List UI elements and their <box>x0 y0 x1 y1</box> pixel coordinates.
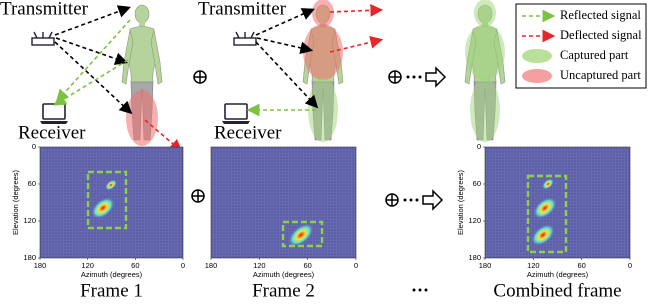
ellipsis <box>407 76 422 79</box>
frame-caption: Combined frame <box>493 280 621 301</box>
ellipsis <box>413 289 428 292</box>
captured-part <box>465 24 505 80</box>
uncaptured-part <box>312 0 334 27</box>
heatmap <box>211 147 356 258</box>
y-tick-label: 60 <box>28 179 36 188</box>
x-axis-label: Azimuth (degrees) <box>527 270 589 279</box>
figure: Transmitter Receiver Transmitter Receive… <box>0 0 651 304</box>
legend-label: Uncaptured part <box>560 68 641 82</box>
x-tick-label: 0 <box>181 261 185 270</box>
result-arrow <box>426 68 445 86</box>
combine-symbol <box>192 190 204 202</box>
laptop-icon <box>222 104 250 124</box>
legend: Reflected signal Deflected signal Captur… <box>516 4 646 88</box>
y-tick-label: 0 <box>32 142 36 151</box>
y-axis-label: Elevation (degrees) <box>456 169 465 235</box>
legend-label: Deflected signal <box>560 28 642 42</box>
laptop-icon <box>40 104 68 124</box>
x-tick-label: 180 <box>205 261 218 270</box>
x-tick-label: 0 <box>628 261 632 270</box>
x-tick-label: 60 <box>131 261 139 270</box>
x-tick-label: 120 <box>253 261 266 270</box>
frame-caption: Frame 1 <box>80 280 143 301</box>
x-tick-label: 0 <box>354 261 358 270</box>
y-axis-label: Elevation (degrees) <box>11 169 20 235</box>
heatmap <box>485 147 630 258</box>
combine-symbol <box>194 71 206 83</box>
receiver-label: Receiver <box>214 122 282 143</box>
x-tick-label: 60 <box>303 261 311 270</box>
frame-caption: Frame 2 <box>252 280 315 301</box>
legend-label: Captured part <box>560 48 629 62</box>
router-icon <box>234 32 256 45</box>
result-arrow <box>423 191 442 209</box>
captured-part <box>470 78 500 142</box>
y-tick-label: 60 <box>473 179 481 188</box>
legend-label: Reflected signal <box>560 8 641 22</box>
y-tick-label: 0 <box>477 142 481 151</box>
x-tick-label: 180 <box>479 261 492 270</box>
combine-symbol <box>386 194 398 206</box>
y-tick-label: 120 <box>468 216 481 225</box>
transmitter-label: Transmitter <box>198 0 287 19</box>
uncaptured-part <box>126 90 158 146</box>
y-tick-label: 120 <box>23 216 36 225</box>
transmitter-label: Transmitter <box>0 0 89 19</box>
ellipsis <box>404 199 419 202</box>
combine-symbol <box>389 71 401 83</box>
x-axis-label: Azimuth (degrees) <box>253 270 315 279</box>
x-tick-label: 60 <box>577 261 585 270</box>
x-axis-label: Azimuth (degrees) <box>81 270 143 279</box>
router-icon <box>32 32 54 45</box>
uncaptured-part <box>303 24 343 80</box>
x-tick-label: 120 <box>527 261 540 270</box>
x-tick-label: 180 <box>34 261 47 270</box>
receiver-label: Receiver <box>18 122 86 143</box>
captured-part <box>474 0 496 27</box>
x-tick-label: 120 <box>81 261 94 270</box>
